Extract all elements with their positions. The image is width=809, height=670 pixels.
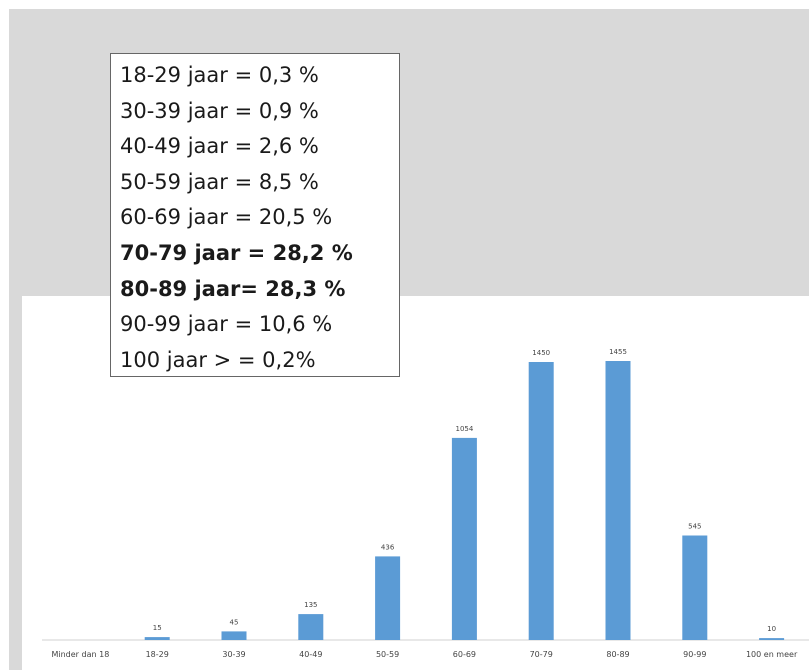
bar-50-59 (375, 556, 401, 640)
bar-value-label: 45 (230, 618, 239, 626)
legend-line: 30-39 jaar = 0,9 % (120, 98, 319, 123)
bar-30-39 (221, 631, 247, 640)
bar-70-79 (528, 362, 554, 640)
legend-line: 100 jaar > = 0,2% (120, 347, 316, 372)
bar-90-99 (682, 535, 708, 640)
category-label: 30-39 (222, 650, 245, 659)
category-label: 50-59 (376, 650, 399, 659)
bar-value-label: 1455 (609, 348, 627, 356)
legend-line: 40-49 jaar = 2,6 % (120, 134, 319, 159)
bar-60-69 (451, 437, 477, 640)
legend-line: 70-79 jaar = 28,2 % (120, 240, 353, 265)
bar-80-89 (605, 361, 631, 640)
bar-18-29 (144, 637, 170, 640)
category-label: 90-99 (683, 650, 706, 659)
legend-line: 60-69 jaar = 20,5 % (120, 205, 333, 230)
category-label: 80-89 (606, 650, 629, 659)
bars-group: Minder dan 18 15 18-29 45 30-39 135 40-49 436 50… (51, 348, 797, 659)
category-label: 100 en meer (746, 650, 798, 659)
bar-value-label: 545 (688, 523, 701, 531)
bar-value-label: 436 (381, 543, 395, 551)
category-label: Minder dan 18 (51, 650, 109, 659)
age-percentage-legend: 18-29 jaar = 0,3 % 30-39 jaar = 0,9 % 40… (110, 53, 400, 377)
legend-line: 80-89 jaar= 28,3 % (120, 276, 346, 301)
bar-value-label: 1054 (455, 425, 473, 433)
category-label: 18-29 (146, 650, 169, 659)
legend-line: 50-59 jaar = 8,5 % (120, 169, 319, 194)
bar-value-label: 15 (153, 624, 162, 632)
legend-line: 18-29 jaar = 0,3 % (120, 63, 319, 87)
category-label: 60-69 (453, 650, 476, 659)
bar-100-en-meer (759, 638, 785, 640)
bar-value-label: 1450 (532, 349, 550, 357)
bar-value-label: 10 (767, 625, 776, 633)
bar-40-49 (298, 614, 324, 640)
category-label: 70-79 (530, 650, 553, 659)
legend-line: 90-99 jaar = 10,6 % (120, 312, 333, 337)
category-label: 40-49 (299, 650, 322, 659)
bar-value-label: 135 (304, 601, 317, 609)
